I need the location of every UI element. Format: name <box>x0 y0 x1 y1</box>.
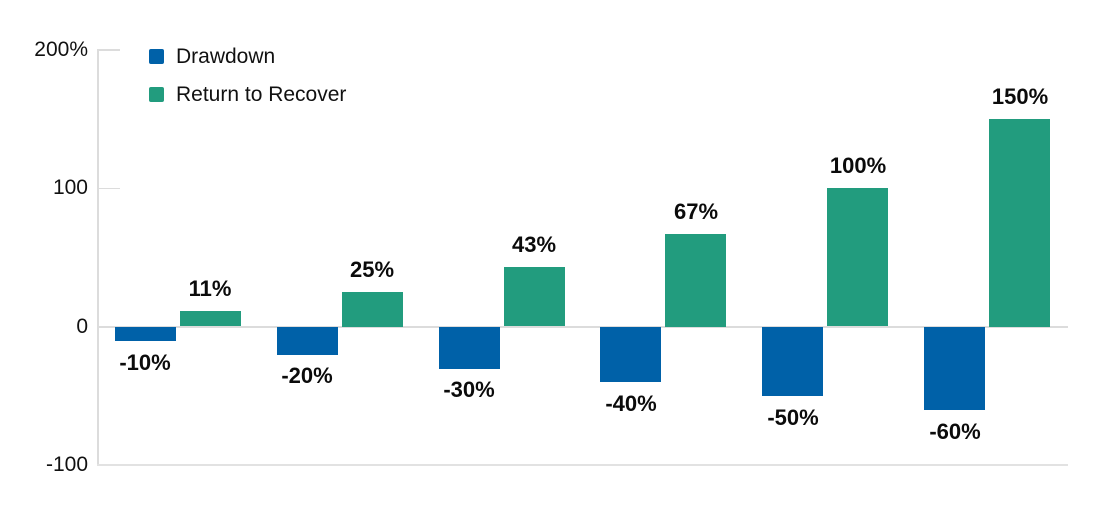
return-to-recover-label-3: 43% <box>511 232 557 257</box>
return-to-recover-label-4: 67% <box>673 199 719 224</box>
drawdown-label-4: -40% <box>605 391 657 416</box>
y-axis-tick-label: 200% <box>34 38 88 61</box>
legend: Drawdown Return to Recover <box>149 42 346 109</box>
return-to-recover-label-1: 11% <box>188 276 232 301</box>
drawdown-legend-label: Drawdown <box>176 45 276 68</box>
drawdown-bar-1 <box>115 327 176 341</box>
drawdown-label-3: -30% <box>443 377 495 402</box>
return-to-recover-bar-5 <box>827 188 888 326</box>
return-to-recover-bar-3 <box>504 267 565 326</box>
drawdown-bar-2 <box>277 327 338 355</box>
y-axis-tick <box>97 49 120 51</box>
drawdown-bar-5 <box>762 327 823 396</box>
return-to-recover-legend-label: Return to Recover <box>176 83 347 106</box>
return-to-recover-bar-4 <box>665 234 726 327</box>
y-axis-line <box>97 50 99 465</box>
legend-item-return-to-recover[interactable]: Return to Recover <box>149 80 346 109</box>
drawdown-legend-swatch <box>149 49 164 64</box>
drawdown-label-1: -10% <box>119 350 171 375</box>
zero-line <box>97 325 1068 328</box>
drawdown-bar-6 <box>924 327 985 410</box>
y-axis-tick-label: -100 <box>45 453 88 476</box>
return-to-recover-label-6: 150% <box>991 84 1049 109</box>
drawdown-label-2: -20% <box>281 363 333 388</box>
return-to-recover-bar-1 <box>180 311 241 326</box>
y-axis-tick-label: 0 <box>76 314 88 338</box>
return-to-recover-bar-2 <box>342 292 403 327</box>
drawdown-bar-3 <box>439 327 500 369</box>
bottom-axis-line <box>97 463 1068 466</box>
drawdown-label-6: -60% <box>929 419 981 444</box>
return-to-recover-label-2: 25% <box>349 257 395 282</box>
drawdown-label-5: -50% <box>767 405 819 430</box>
y-axis-tick <box>97 187 120 190</box>
drawdown-bar-4 <box>600 327 661 382</box>
legend-item-drawdown[interactable]: Drawdown <box>149 42 346 71</box>
return-to-recover-bar-6 <box>989 119 1050 327</box>
y-axis-tick-label: 100 <box>52 176 88 200</box>
return-to-recover-label-5: 100% <box>829 153 887 178</box>
return-to-recover-legend-swatch <box>149 87 164 102</box>
